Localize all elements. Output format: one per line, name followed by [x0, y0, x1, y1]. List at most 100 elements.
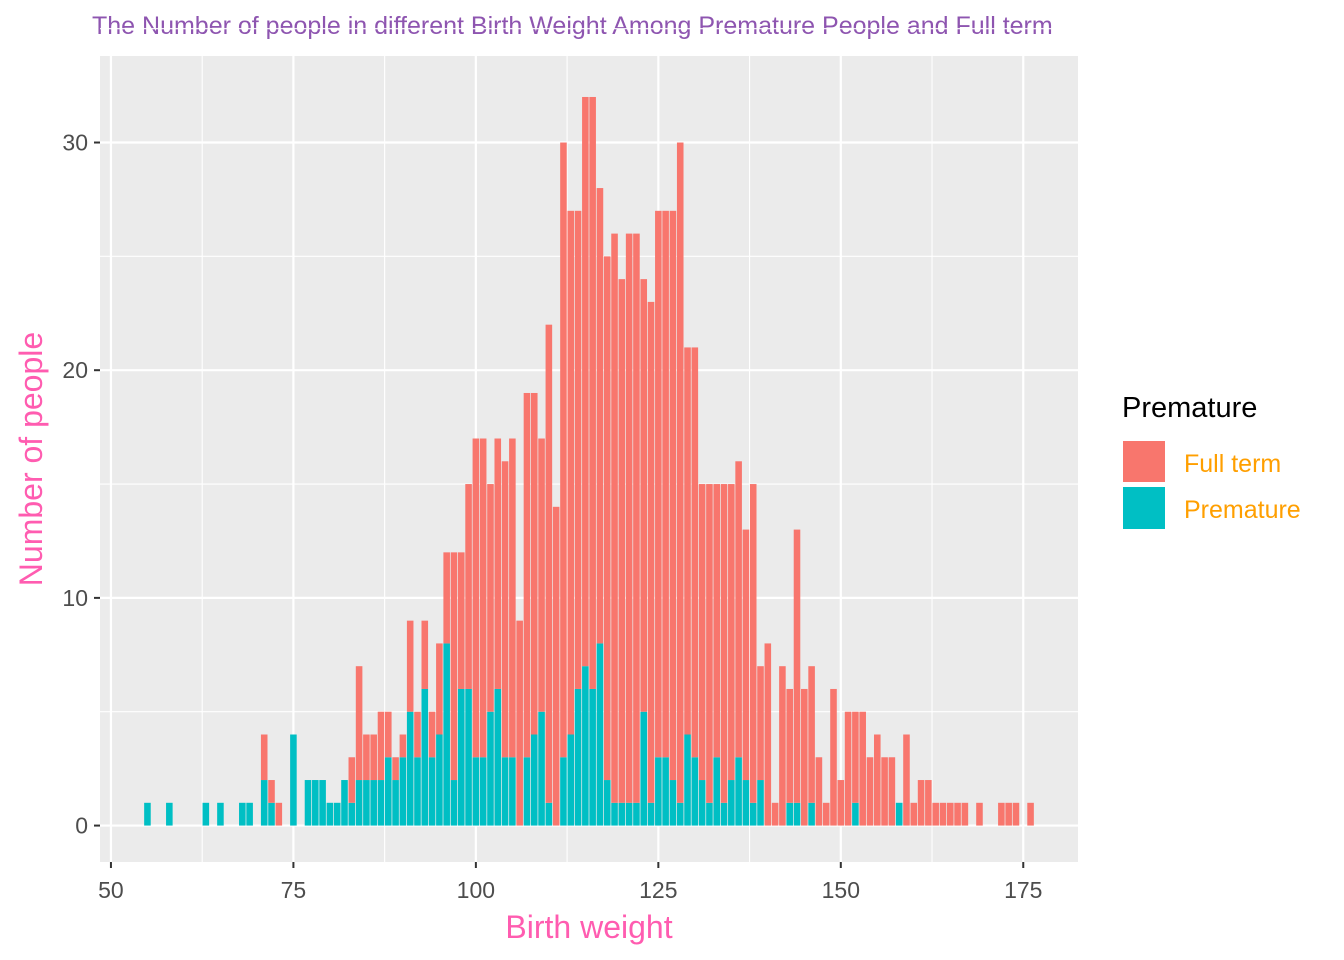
y-axis: 0 10 20 30: [62, 130, 100, 839]
bar-full-term: [589, 96, 596, 689]
bar-premature: [655, 757, 662, 826]
bar-premature: [472, 757, 480, 826]
bar-full-term: [939, 802, 947, 826]
bar-premature: [749, 802, 757, 826]
grid-minor: [100, 28, 1078, 862]
bar-premature: [457, 688, 465, 826]
bar-full-term: [625, 233, 633, 803]
bar-full-term: [925, 780, 932, 826]
bar-full-term: [764, 643, 772, 826]
bar-premature: [603, 780, 611, 826]
bar-full-term: [421, 620, 429, 689]
legend-label-premature: Premature: [1184, 496, 1301, 524]
bar-premature: [706, 802, 713, 826]
bar-full-term: [735, 461, 742, 758]
bar-premature: [509, 757, 516, 826]
bar-full-term: [976, 802, 983, 826]
bar-premature: [494, 688, 502, 826]
bar-full-term: [348, 757, 356, 803]
bar-full-term: [385, 711, 392, 758]
bar-premature: [428, 757, 436, 826]
bar-premature: [326, 802, 334, 826]
bar-premature: [355, 780, 363, 826]
y-axis-title: Number of people: [13, 332, 49, 586]
legend-title: Premature: [1122, 392, 1257, 424]
legend-label-full-term: Full term: [1184, 450, 1281, 478]
x-tick-label: 150: [822, 877, 860, 903]
bar-full-term: [954, 802, 961, 826]
bar-premature: [611, 802, 618, 826]
bar-premature: [363, 780, 370, 826]
bar-premature: [786, 802, 793, 826]
bar-full-term: [640, 279, 648, 712]
bar-full-term: [852, 711, 859, 803]
bar-full-term: [830, 688, 837, 826]
legend-key-premature: [1123, 487, 1165, 529]
bar-premature: [333, 802, 341, 826]
bar-premature: [662, 757, 669, 826]
bar-full-term: [822, 802, 830, 826]
bar-full-term: [443, 552, 450, 644]
bar-premature: [618, 802, 626, 826]
bar-premature: [567, 734, 575, 826]
bar-full-term: [487, 484, 494, 712]
bar-full-term: [815, 757, 823, 826]
bar-full-term: [655, 210, 662, 758]
bar-full-term: [552, 506, 560, 826]
bar-full-term: [749, 484, 757, 803]
legend: Premature Full term Premature: [1122, 392, 1301, 529]
bars: [144, 96, 1034, 826]
bar-full-term: [669, 210, 677, 781]
bar-full-term: [268, 780, 275, 803]
bar-premature: [669, 780, 677, 826]
bar-full-term: [786, 688, 793, 803]
bar-full-term: [355, 666, 363, 781]
bar-full-term: [450, 552, 458, 781]
bar-full-term: [596, 188, 604, 644]
bar-full-term: [946, 802, 954, 826]
bar-full-term: [574, 210, 582, 689]
bar-premature: [304, 780, 312, 826]
bar-full-term: [859, 711, 866, 826]
bar-premature: [166, 802, 173, 826]
bar-full-term: [881, 757, 888, 826]
bar-full-term: [910, 802, 918, 826]
y-tick-label: 20: [62, 357, 88, 383]
bar-premature: [479, 757, 487, 826]
bar-premature: [633, 802, 640, 826]
y-tick-label: 0: [75, 813, 88, 839]
bar-full-term: [728, 484, 735, 781]
bar-premature: [421, 688, 429, 826]
bar-premature: [217, 802, 224, 826]
bar-full-term: [260, 734, 268, 781]
bar-premature: [443, 643, 450, 826]
bar-full-term: [801, 688, 808, 826]
bar-full-term: [771, 802, 779, 826]
x-tick-label: 100: [457, 877, 495, 903]
bar-full-term: [465, 484, 472, 689]
bar-premature: [290, 734, 297, 826]
bar-premature: [735, 757, 742, 826]
bar-premature: [487, 711, 494, 826]
bar-full-term: [392, 757, 399, 781]
x-axis-title: Birth weight: [505, 909, 672, 945]
bar-premature: [625, 802, 633, 826]
bar-full-term: [370, 734, 377, 781]
bar-full-term: [793, 529, 801, 803]
bar-premature: [406, 711, 414, 826]
bar-premature: [436, 734, 443, 826]
bar-full-term: [414, 711, 421, 758]
x-tick-label: 50: [98, 877, 124, 903]
bar-full-term: [874, 734, 881, 826]
bar-premature: [545, 802, 553, 826]
bar-full-term: [1027, 802, 1034, 826]
bar-premature: [691, 757, 699, 826]
bar-premature: [377, 780, 385, 826]
bar-full-term: [363, 734, 370, 781]
bar-full-term: [684, 347, 691, 735]
plot-panel: [100, 56, 1078, 862]
bar-full-term: [494, 438, 502, 689]
bar-premature: [582, 666, 589, 826]
bar-premature: [728, 780, 735, 826]
bar-premature: [647, 802, 655, 826]
